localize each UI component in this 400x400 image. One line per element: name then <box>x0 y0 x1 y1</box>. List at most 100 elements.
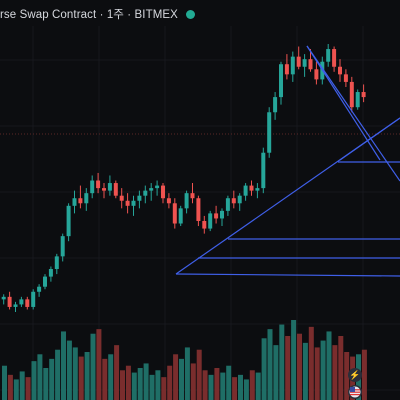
volume-bar <box>55 349 61 400</box>
candle-body <box>338 66 342 75</box>
volume-bar <box>13 379 19 400</box>
volume-bar <box>143 363 149 400</box>
candle-body <box>25 299 30 307</box>
candle-body <box>237 195 242 204</box>
volume-bar <box>302 342 308 400</box>
volume-bar <box>184 347 190 400</box>
volume-bar <box>61 331 66 400</box>
volume-bar <box>238 374 243 400</box>
flag-icon[interactable] <box>348 385 362 399</box>
volume-bar <box>43 368 49 400</box>
volume-bar <box>49 358 55 400</box>
candle-body <box>202 220 207 229</box>
candle-body <box>102 188 106 191</box>
candle-body <box>332 49 337 67</box>
volume-bar <box>196 349 202 400</box>
candle-body <box>343 74 348 82</box>
candle-body <box>249 185 254 191</box>
candle-body <box>48 269 53 277</box>
candle-body <box>255 188 260 191</box>
volume-bar <box>31 361 37 400</box>
candle-body <box>214 213 219 219</box>
candle-body <box>131 200 136 206</box>
candle-body <box>31 291 36 307</box>
candle-body <box>66 205 71 237</box>
candle-body <box>231 198 236 204</box>
volume-bar <box>90 333 96 400</box>
volume-bar <box>314 347 320 400</box>
volume-bar <box>96 329 102 400</box>
volume-bar <box>137 368 143 400</box>
candle-body <box>261 152 266 189</box>
volume-bar <box>273 345 279 400</box>
candle-body <box>172 203 177 224</box>
lightning-icon[interactable]: ⚡ <box>348 368 362 382</box>
descending-trend-line-2[interactable] <box>306 45 381 161</box>
candle-body <box>243 185 248 196</box>
candle-body <box>149 188 154 191</box>
candle-body <box>43 276 47 287</box>
candle-body <box>184 193 189 209</box>
ascending-trend-line-2[interactable] <box>339 117 400 161</box>
candle-body <box>107 183 112 191</box>
candlesticks <box>1 44 366 312</box>
candle-body <box>84 193 89 204</box>
candle-body <box>290 56 295 75</box>
volume-bar <box>344 352 350 400</box>
volume-bar <box>167 365 173 400</box>
candle-body <box>96 180 101 189</box>
horizontal-ray-4[interactable] <box>175 273 400 277</box>
volume-bar <box>214 368 220 400</box>
candle-body <box>349 81 354 108</box>
candle-body <box>13 304 18 307</box>
drawing-tools-layer[interactable] <box>175 45 400 277</box>
candle-body <box>72 198 77 206</box>
candle-body <box>137 195 142 201</box>
candle-body <box>161 185 165 199</box>
candle-body <box>7 296 12 307</box>
volume-bar <box>291 320 297 400</box>
candle-body <box>314 69 319 80</box>
volume-bar <box>297 333 302 400</box>
volume-bar <box>2 365 7 400</box>
volume-bar <box>78 356 84 400</box>
candle-body <box>155 185 160 189</box>
candle-body <box>19 299 24 305</box>
volume-bar <box>25 377 31 400</box>
volume-bar <box>161 377 167 400</box>
candle-body <box>208 213 213 229</box>
candle-body <box>361 92 366 98</box>
volume-bar <box>220 372 226 400</box>
volume-bar <box>19 371 25 400</box>
volume-bar <box>338 336 344 400</box>
chart-title-bar: rse Swap Contract · 1주 · BITMEX <box>0 6 195 22</box>
candle-body <box>190 193 195 199</box>
candle-body <box>196 198 201 221</box>
descending-trend-line[interactable] <box>306 45 400 182</box>
candle-body <box>296 56 301 67</box>
live-status-icon <box>185 9 195 19</box>
volume-bar <box>361 349 367 400</box>
volume-bar <box>190 363 196 400</box>
candle-body <box>37 286 42 292</box>
volume-bar <box>114 345 120 400</box>
volume-bar <box>125 365 131 400</box>
candle-body <box>279 64 283 98</box>
volume-bar <box>7 374 13 400</box>
candle-body <box>60 236 65 257</box>
volume-bar <box>173 354 179 400</box>
candle-body <box>284 64 289 75</box>
candle-body <box>220 210 224 219</box>
volume-bar <box>149 374 155 400</box>
volume-bar <box>249 370 255 400</box>
candle-body <box>119 195 124 201</box>
candle-body <box>78 198 83 204</box>
volume-bar <box>108 354 114 400</box>
volume-bar <box>308 326 314 400</box>
candle-body <box>302 59 307 67</box>
candle-body <box>308 59 313 70</box>
volume-bar <box>255 372 261 400</box>
volume-bar <box>131 372 137 400</box>
symbol-title[interactable]: rse Swap Contract · 1주 · BITMEX <box>0 9 178 21</box>
